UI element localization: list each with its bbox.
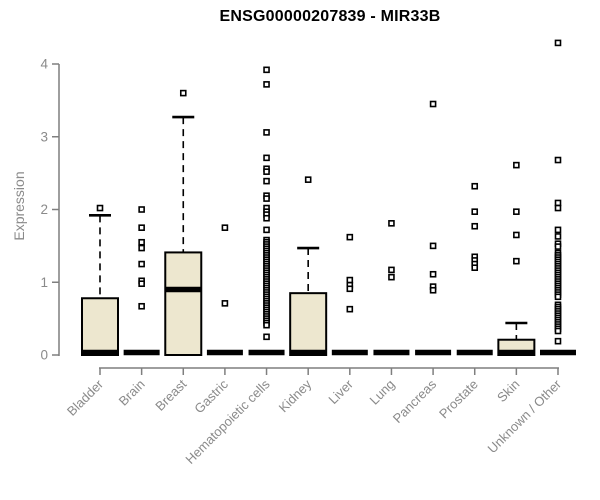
- outlier-point: [96, 204, 104, 212]
- x-tick-label: Kidney: [276, 376, 315, 415]
- outlier-point: [138, 260, 145, 268]
- outlier-point: [138, 206, 145, 213]
- outlier-point: [346, 305, 354, 313]
- outlier-point: [138, 244, 145, 252]
- outlier-point: [263, 66, 270, 74]
- outlier-point: [138, 280, 145, 288]
- outlier-point: [138, 238, 145, 246]
- outlier-point: [554, 199, 562, 207]
- box-unknown-other: [539, 39, 576, 356]
- y-tick-label: 3: [40, 129, 48, 144]
- outlier-point: [513, 257, 520, 265]
- box-bladder: [81, 204, 119, 357]
- outlier-point: [179, 89, 187, 97]
- y-axis: 0 1 2 3 4: [40, 57, 60, 363]
- outlier-point: [554, 39, 562, 47]
- x-tick-label: Liver: [325, 376, 356, 407]
- outlier-point: [263, 226, 270, 234]
- outlier-point: [388, 220, 395, 227]
- outlier-point: [263, 214, 270, 222]
- x-tick-label: Unknown / Other: [485, 376, 565, 456]
- outlier-point: [554, 204, 562, 212]
- outlier-point: [388, 266, 395, 274]
- box-gastric: [206, 224, 243, 356]
- outlier-point: [429, 270, 437, 278]
- box-prostate: [456, 182, 493, 356]
- chart-title: ENSG00000207839 - MIR33B: [219, 8, 441, 25]
- x-tick-label: Bladder: [64, 376, 107, 419]
- box-kidney: [289, 176, 328, 357]
- outlier-point: [429, 100, 437, 108]
- outlier-point: [388, 273, 395, 281]
- y-tick-label: 1: [40, 275, 48, 290]
- x-tick-label: Lung: [367, 377, 398, 408]
- x-tick-label: Skin: [494, 377, 522, 405]
- x-tick-label: Pancreas: [390, 376, 440, 426]
- outlier-point: [513, 208, 520, 215]
- outlier-point: [138, 224, 145, 231]
- outlier-point: [513, 161, 520, 169]
- outlier-point: [513, 231, 520, 239]
- y-tick-label: 0: [40, 348, 48, 363]
- outlier-point: [263, 129, 270, 136]
- x-tick-label: Breast: [152, 376, 189, 413]
- box-liver: [331, 233, 368, 356]
- outlier-point: [554, 327, 562, 335]
- box-breast: [164, 89, 203, 356]
- outlier-point: [429, 286, 437, 294]
- outlier-point: [346, 233, 354, 241]
- box-lung: [373, 220, 410, 356]
- outlier-point: [263, 195, 270, 202]
- box-pancreas: [415, 100, 452, 356]
- outlier-point: [221, 224, 229, 231]
- outlier-point: [554, 156, 562, 164]
- outlier-point: [554, 243, 562, 250]
- box-skin: [497, 161, 536, 357]
- box-brain: [123, 206, 160, 356]
- outlier-point: [263, 154, 270, 162]
- outlier-point: [263, 333, 270, 341]
- x-tick-label: Gastric: [191, 376, 231, 416]
- outlier-point: [221, 300, 229, 307]
- outlier-point: [554, 293, 562, 301]
- outlier-point: [263, 177, 270, 185]
- outlier-point: [429, 242, 437, 250]
- x-tick-label: Brain: [116, 377, 148, 409]
- y-axis-title: Expression: [11, 171, 27, 241]
- outlier-point: [263, 321, 270, 329]
- outlier-point: [554, 233, 562, 240]
- outlier-point: [346, 276, 354, 284]
- x-tick-label: Prostate: [436, 377, 481, 422]
- outlier-point: [554, 337, 562, 345]
- outlier-point: [471, 182, 479, 190]
- box-hematopoietic-cells: [248, 66, 285, 356]
- outlier-point: [554, 226, 562, 234]
- outlier-point: [304, 176, 312, 183]
- outlier-point: [263, 168, 270, 175]
- y-tick-label: 2: [40, 202, 48, 217]
- outlier-point: [471, 264, 479, 272]
- outlier-point: [263, 81, 270, 88]
- outlier-point: [138, 302, 145, 310]
- outlier-point: [471, 208, 479, 215]
- outlier-point: [471, 222, 479, 230]
- y-tick-label: 4: [40, 57, 48, 72]
- outlier-point: [346, 285, 354, 293]
